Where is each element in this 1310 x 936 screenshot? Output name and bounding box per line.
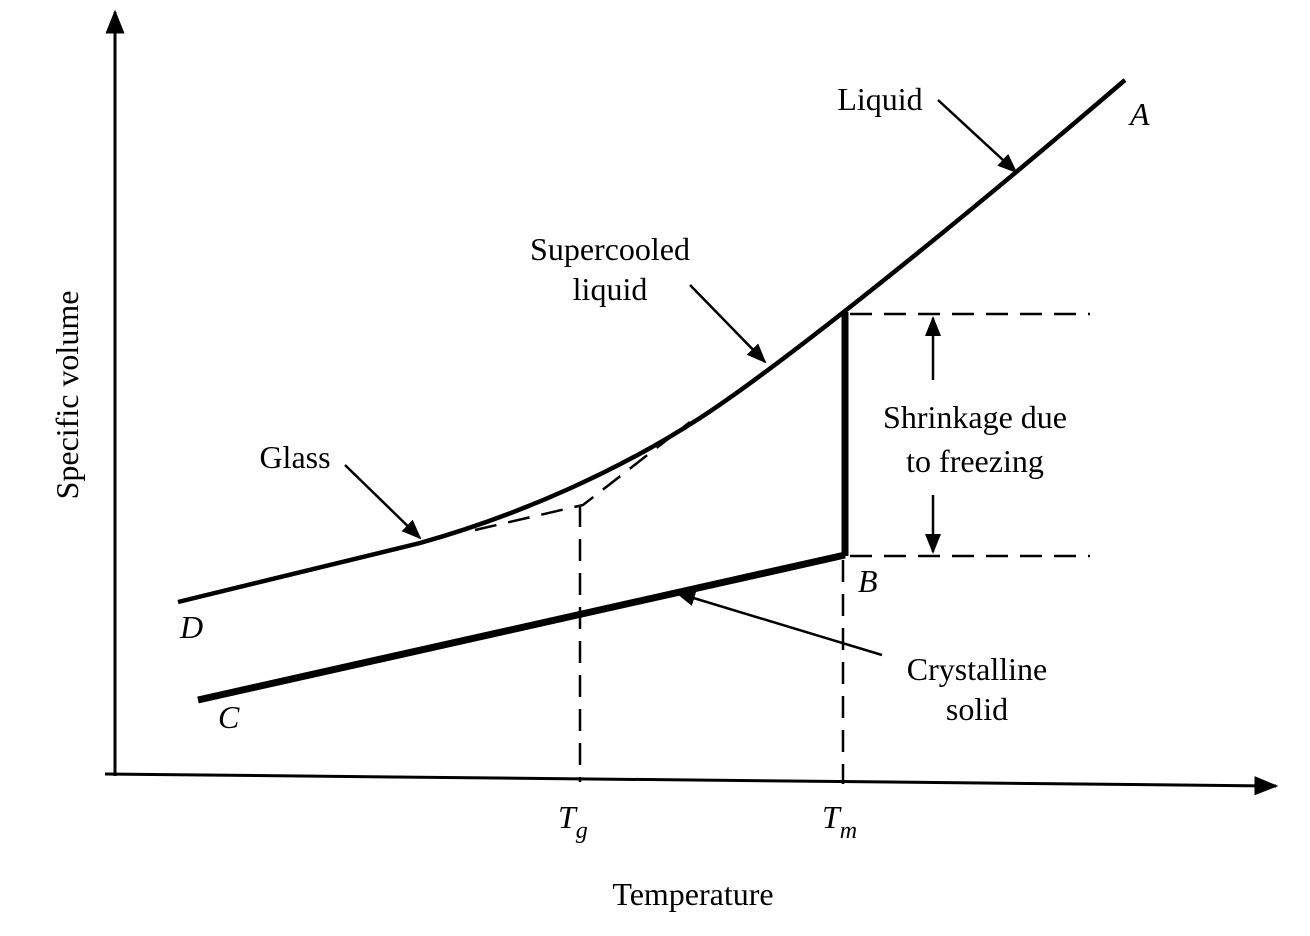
point-label: D	[179, 609, 203, 645]
annotation: liquid	[573, 271, 648, 307]
tick-symbol: T	[822, 799, 842, 835]
y-axis-label: Specific volume	[49, 291, 85, 500]
x-axis-label: Temperature	[612, 876, 773, 912]
annotation: Liquid	[837, 81, 922, 117]
liquid-glass-curve	[177, 78, 1127, 605]
point-label: B	[858, 563, 878, 599]
arrow	[344, 464, 422, 540]
tick-symbol: T	[558, 799, 578, 835]
tick-label: Tg	[558, 799, 588, 844]
tick-subscript: g	[576, 818, 588, 844]
annotation: Crystalline	[907, 651, 1047, 687]
tick-label: Tm	[822, 799, 857, 844]
annotation: Shrinkage due	[883, 399, 1067, 435]
point-label: A	[1128, 96, 1150, 132]
arrow	[689, 284, 767, 364]
crystal-line	[197, 551, 846, 704]
dashed-line	[474, 421, 691, 532]
tick-subscript: m	[840, 818, 857, 844]
arrow	[675, 590, 883, 657]
dashed-guides	[474, 312, 1090, 784]
point-label: C	[218, 699, 240, 735]
arrow	[937, 99, 1018, 174]
annotation: to freezing	[906, 443, 1044, 479]
annotation: solid	[946, 691, 1008, 727]
annotation: Supercooled	[530, 231, 690, 267]
x-axis	[104, 772, 1279, 796]
annotation: Glass	[259, 439, 330, 475]
